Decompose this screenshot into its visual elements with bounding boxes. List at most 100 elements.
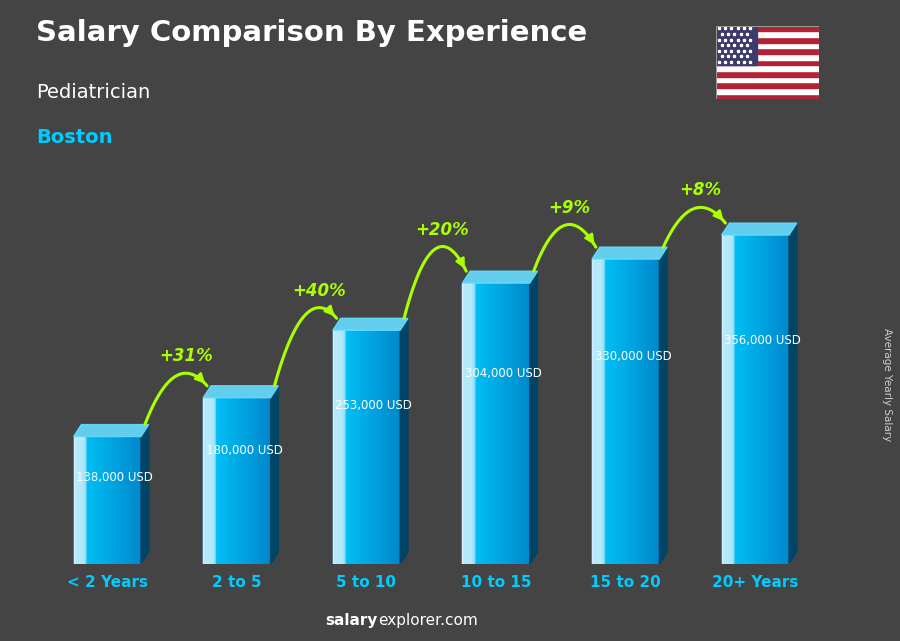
Bar [523, 283, 524, 564]
Text: 138,000 USD: 138,000 USD [76, 471, 153, 484]
Bar [344, 330, 345, 564]
Bar [716, 65, 819, 71]
Bar [597, 259, 598, 564]
Bar [722, 235, 730, 564]
Bar [754, 235, 755, 564]
Bar [108, 437, 110, 564]
Bar [765, 235, 767, 564]
Bar [94, 437, 96, 564]
Bar [333, 330, 340, 564]
Bar [592, 259, 598, 564]
Bar [264, 397, 265, 564]
Bar [74, 437, 84, 564]
Bar [528, 283, 530, 564]
Bar [378, 330, 379, 564]
Bar [203, 397, 212, 564]
Bar [362, 330, 363, 564]
Bar [211, 397, 212, 564]
Bar [81, 437, 83, 564]
Bar [655, 259, 656, 564]
Bar [722, 235, 731, 564]
Bar [120, 437, 121, 564]
Bar [593, 259, 594, 564]
Bar [379, 330, 380, 564]
Bar [259, 397, 260, 564]
Bar [238, 397, 239, 564]
Bar [620, 259, 621, 564]
Bar [592, 259, 593, 564]
Bar [716, 43, 819, 48]
Bar [463, 283, 473, 564]
Bar [231, 397, 232, 564]
Bar [246, 397, 247, 564]
Bar [203, 397, 214, 564]
Bar [125, 437, 126, 564]
Bar [397, 330, 398, 564]
Bar [466, 283, 467, 564]
Bar [203, 397, 213, 564]
Bar [631, 259, 633, 564]
Bar [371, 330, 372, 564]
Bar [203, 397, 212, 564]
Bar [360, 330, 361, 564]
Polygon shape [141, 424, 149, 564]
Bar [203, 397, 212, 564]
Bar [772, 235, 773, 564]
Bar [509, 283, 510, 564]
Bar [241, 397, 242, 564]
Bar [463, 283, 469, 564]
Bar [781, 235, 782, 564]
Bar [727, 235, 728, 564]
Bar [463, 283, 469, 564]
Bar [396, 330, 397, 564]
Bar [236, 397, 237, 564]
Bar [77, 437, 78, 564]
Bar [503, 283, 504, 564]
Bar [773, 235, 774, 564]
Bar [477, 283, 478, 564]
Bar [380, 330, 381, 564]
Text: +31%: +31% [159, 347, 213, 365]
Bar [768, 235, 769, 564]
Bar [487, 283, 488, 564]
Bar [599, 259, 601, 564]
Bar [75, 437, 76, 564]
Bar [722, 235, 730, 564]
Bar [334, 330, 335, 564]
Bar [220, 397, 221, 564]
Bar [624, 259, 625, 564]
Bar [728, 235, 729, 564]
Bar [463, 283, 473, 564]
Bar [463, 283, 472, 564]
Bar [74, 437, 84, 564]
Bar [242, 397, 244, 564]
Bar [756, 235, 758, 564]
Bar [527, 283, 528, 564]
Bar [393, 330, 394, 564]
Bar [79, 437, 80, 564]
Bar [464, 283, 466, 564]
Polygon shape [789, 223, 796, 564]
Bar [716, 77, 819, 82]
Bar [209, 397, 210, 564]
Bar [245, 397, 246, 564]
Bar [203, 397, 210, 564]
Bar [266, 397, 267, 564]
Bar [615, 259, 616, 564]
Bar [780, 235, 781, 564]
Bar [247, 397, 248, 564]
Bar [497, 283, 499, 564]
Bar [463, 283, 473, 564]
Bar [637, 259, 638, 564]
Bar [724, 235, 725, 564]
Bar [74, 437, 81, 564]
Bar [213, 397, 214, 564]
Bar [505, 283, 506, 564]
Bar [592, 259, 599, 564]
Bar [230, 397, 231, 564]
Bar [504, 283, 505, 564]
Bar [343, 330, 344, 564]
Bar [134, 437, 135, 564]
Bar [135, 437, 137, 564]
Bar [116, 437, 117, 564]
